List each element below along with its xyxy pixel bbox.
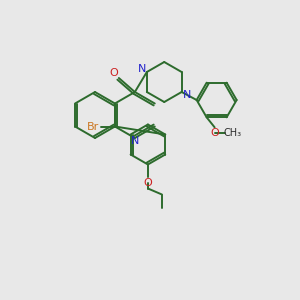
Text: CH₃: CH₃ xyxy=(224,128,242,138)
Text: N: N xyxy=(182,90,191,100)
Text: O: O xyxy=(110,68,118,78)
Text: N: N xyxy=(138,64,146,74)
Text: N: N xyxy=(130,136,139,146)
Text: O: O xyxy=(210,128,219,138)
Text: Br: Br xyxy=(87,122,99,131)
Text: O: O xyxy=(143,178,152,188)
